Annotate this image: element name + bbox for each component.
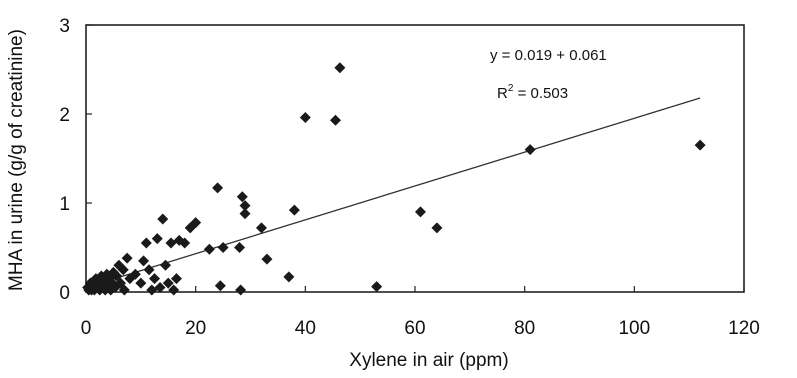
data-points [82,62,706,296]
data-point [190,217,202,229]
data-point [121,252,133,264]
x-tick-label: 20 [185,318,206,339]
data-point [334,62,346,74]
data-point [239,200,251,212]
x-tick-label: 80 [514,318,535,339]
r-squared-prefix: R [497,85,508,102]
data-point [261,253,273,265]
data-point [217,242,229,253]
x-axis-title: Xylene in air (ppm) [349,350,508,371]
data-point [154,282,166,294]
data-point [138,255,150,267]
data-point [212,182,224,194]
data-point [283,271,295,283]
data-point [234,242,246,253]
data-point [299,112,311,124]
trendline [85,97,701,289]
x-axis-ticks: 0 20 40 60 80 100 120 [81,286,760,339]
data-point [214,280,226,292]
data-point [146,284,158,296]
data-point [160,259,172,271]
data-point [170,273,182,285]
data-point [288,204,300,216]
equation-annotation: y = 0.019 + 0.061 [490,47,607,64]
data-point [255,222,267,234]
data-point [168,284,180,296]
y-tick-label: 1 [59,194,70,215]
data-point [118,284,130,296]
data-point [236,191,248,203]
data-point [162,277,174,289]
x-tick-label: 40 [295,318,316,339]
data-point [235,284,247,296]
x-tick-label: 120 [728,318,760,339]
r-squared-superscript: 2 [508,83,514,94]
data-point [143,264,155,276]
y-tick-label: 0 [59,283,70,304]
data-point [149,273,161,285]
data-point [179,237,191,249]
r-squared-annotation: R2 = 0.503 [497,83,568,102]
x-tick-label: 60 [404,318,425,339]
data-point [203,243,215,255]
y-tick-label: 2 [59,105,70,126]
data-point [431,222,443,234]
x-tick-label: 0 [81,318,92,339]
data-point [329,114,341,126]
data-point [117,264,129,276]
x-tick-label: 100 [618,318,650,339]
data-point [371,281,383,293]
data-point [239,208,251,220]
data-point [524,144,536,156]
data-point [165,237,177,249]
r-squared-value: = 0.503 [513,85,568,102]
y-axis-ticks: 0 1 2 3 [59,16,92,304]
data-point [151,233,163,245]
trendline-group [85,97,701,289]
data-point [135,277,147,289]
y-axis-title: MHA in urine (g/g of creatinine) [6,29,27,291]
y-tick-label: 3 [59,16,70,37]
data-point [414,206,426,218]
data-point [694,139,706,151]
data-point [129,268,141,280]
plot-frame [85,24,745,293]
data-point [157,213,169,225]
data-point [140,237,152,249]
